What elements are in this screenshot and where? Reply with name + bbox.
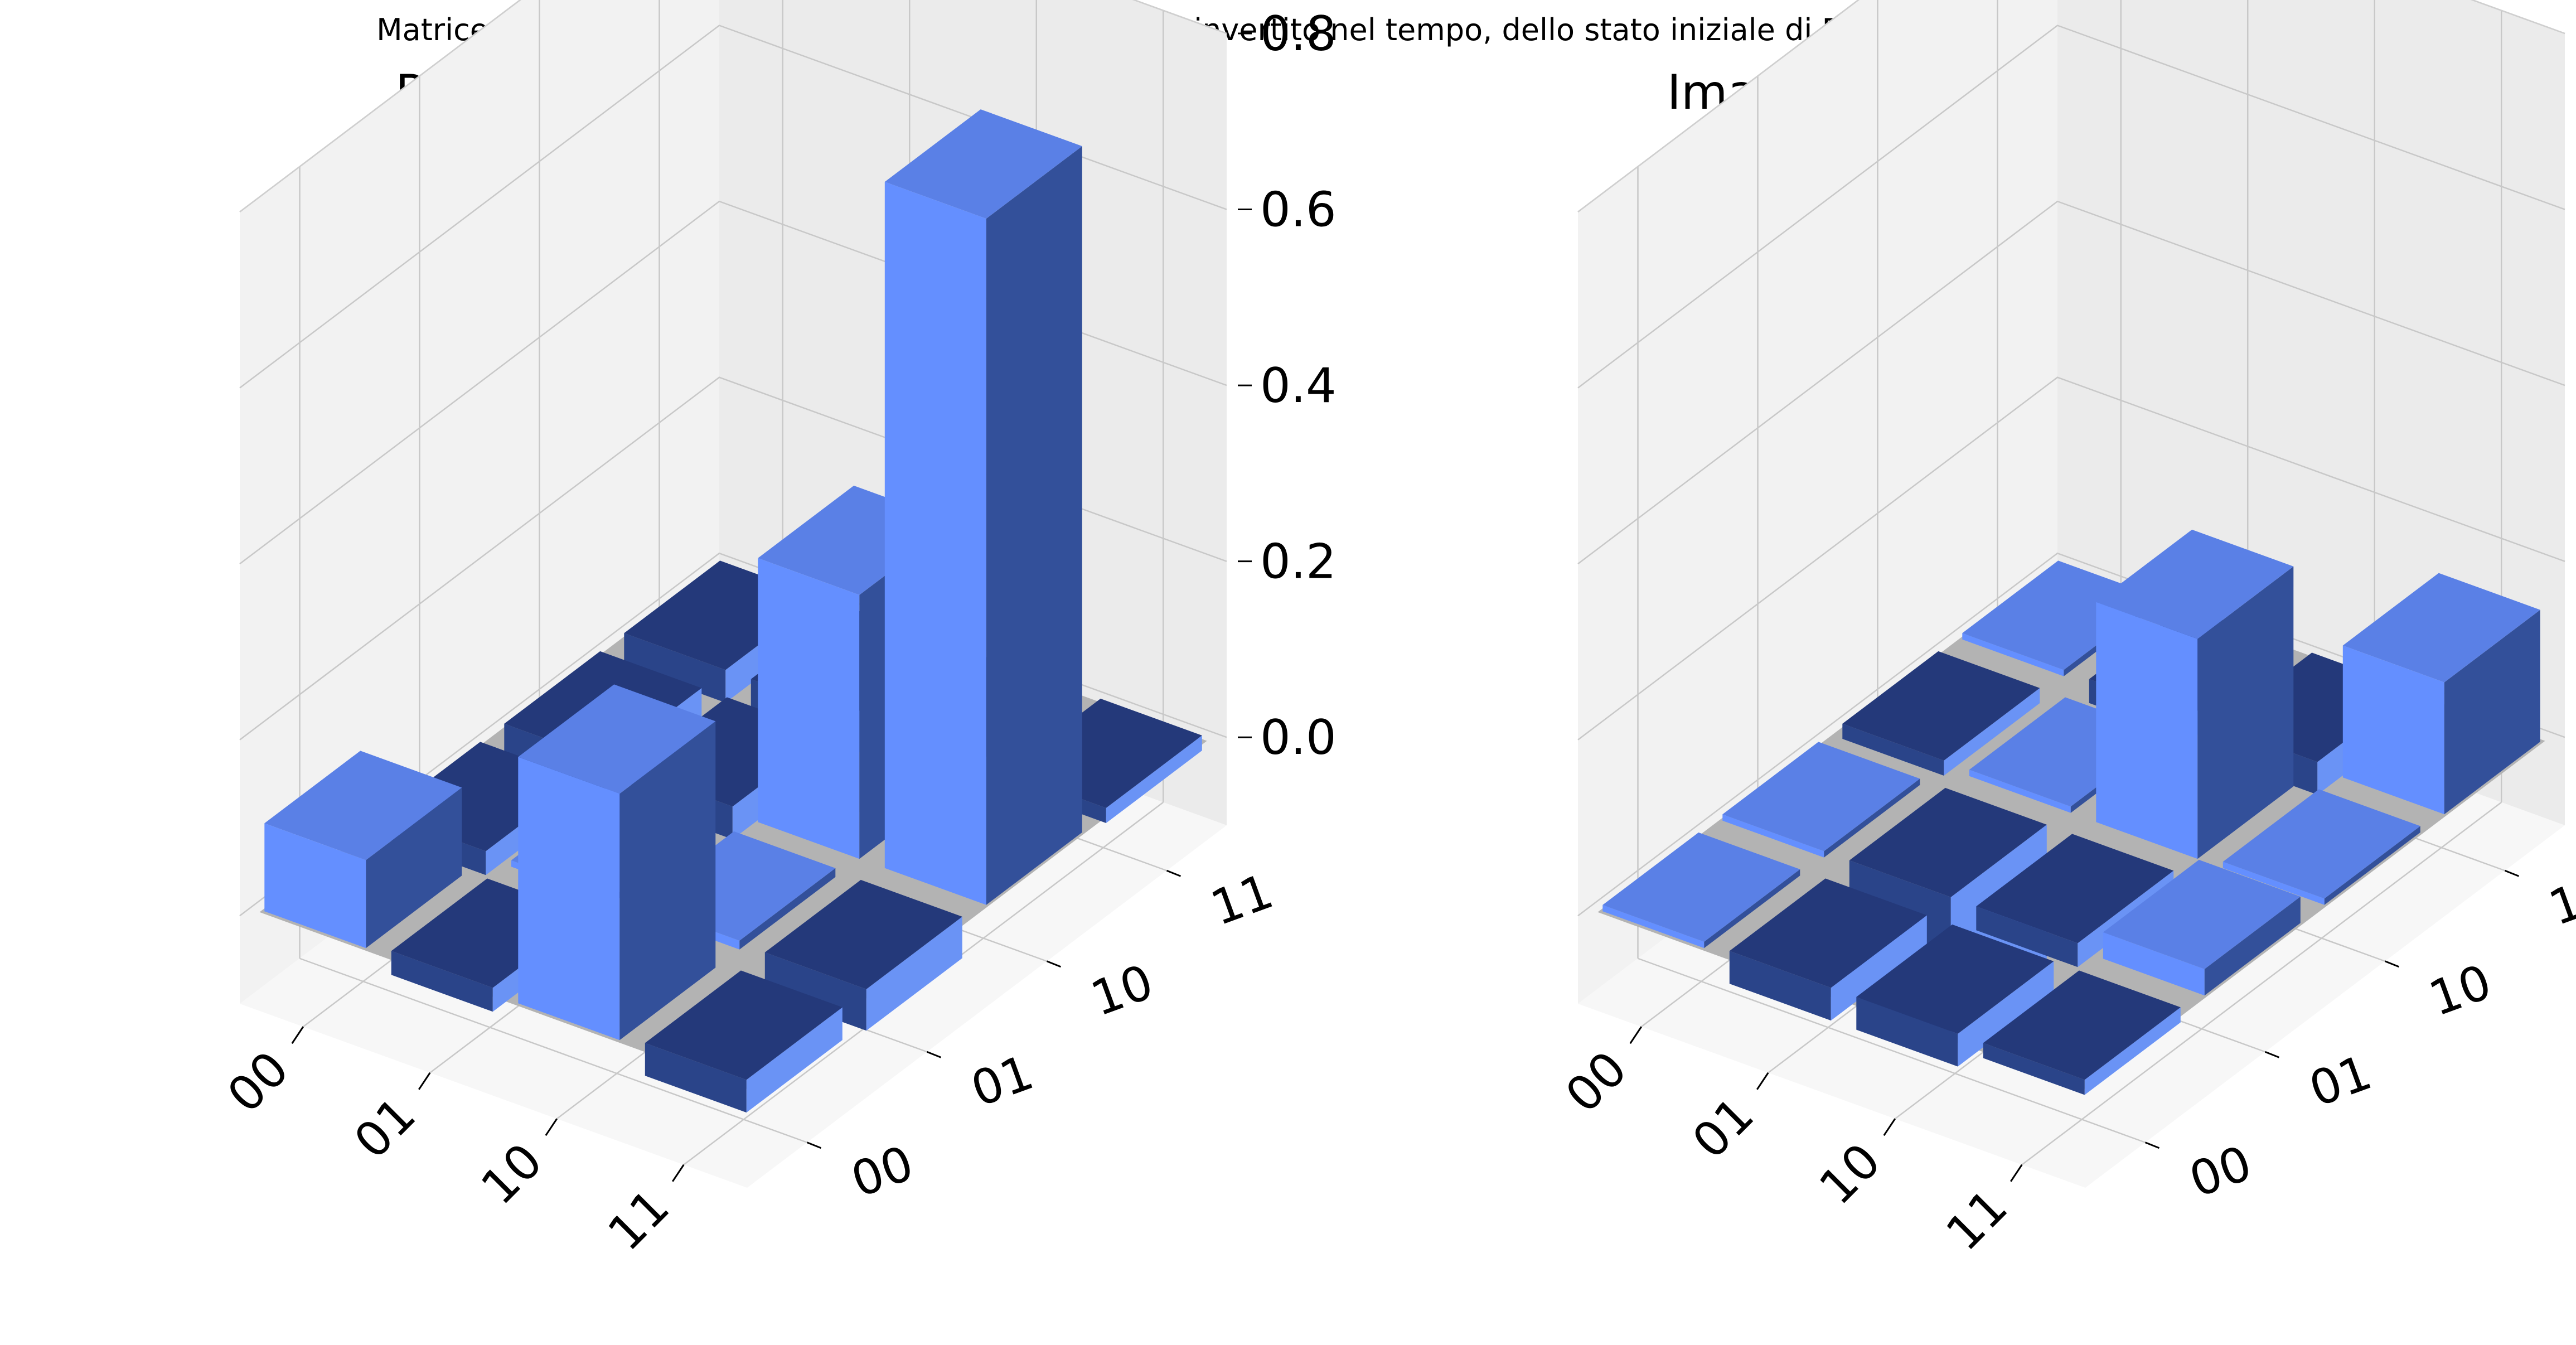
z-tick-label: 0.0 — [1260, 710, 1337, 766]
row-tick-label: 10 — [1809, 1133, 1891, 1216]
bar-r3-c2 — [884, 109, 1082, 905]
bar-r0-c0 — [264, 751, 462, 949]
imaginary-amplitude-panel: Imaginary Amplitude (ρ)0.00.20.40.60.800… — [1555, 0, 2576, 1261]
z-tick-label: 0.8 — [1260, 6, 1337, 62]
col-tick-label: 10 — [1084, 954, 1160, 1027]
box-top-edge — [1577, 0, 2565, 212]
col-tick-label: 11 — [2542, 863, 2576, 936]
bar-r0-c1 — [1722, 742, 1920, 858]
z-tick-label: 0.2 — [1260, 534, 1337, 590]
bar-r2-c0 — [1856, 924, 2054, 1067]
row-tick-label: 11 — [598, 1179, 680, 1261]
z-tick-label: 0.6 — [1260, 182, 1337, 238]
bars — [264, 109, 1202, 1113]
bar-r3-c1 — [2103, 859, 2301, 996]
bar-r0-c2 — [1842, 651, 2040, 776]
bar-r2-c2 — [2096, 529, 2294, 859]
real-amplitude-panel: Real Amplitude (ρ)0.00.20.40.60.80001101… — [217, 0, 1337, 1261]
col-tick-label: 00 — [844, 1135, 921, 1208]
box-top-edge — [239, 0, 1227, 212]
col-tick-label: 11 — [1204, 863, 1280, 936]
bar-r3-c3 — [2342, 573, 2540, 815]
col-tick-label: 01 — [964, 1044, 1040, 1117]
row-tick-label: 10 — [471, 1133, 553, 1216]
left-pane — [1578, 0, 2057, 1004]
row-tick-label: 00 — [217, 1041, 299, 1124]
row-tick-label: 11 — [1936, 1179, 2018, 1261]
bar-r3-c0 — [1983, 970, 2181, 1095]
bar-r1-c0 — [1729, 878, 1927, 1021]
bar-r2-c0 — [518, 684, 716, 1041]
bar-r3-c2 — [2222, 789, 2420, 905]
col-tick-label: 00 — [2182, 1135, 2259, 1208]
row-tick-label: 01 — [1682, 1087, 1765, 1169]
col-tick-label: 01 — [2302, 1044, 2379, 1117]
z-axis-ticks: 0.0 0.2 0.4 0.6 0.8 — [1238, 6, 1337, 766]
row-tick-label: 01 — [344, 1087, 427, 1169]
z-tick-label: 0.4 — [1260, 358, 1337, 414]
bar-r3-c0 — [645, 970, 842, 1113]
bar-r0-c0 — [1602, 832, 1800, 949]
bars — [1602, 529, 2540, 1095]
row-tick-label: 00 — [1555, 1041, 1638, 1124]
col-tick-label: 10 — [2422, 954, 2498, 1027]
